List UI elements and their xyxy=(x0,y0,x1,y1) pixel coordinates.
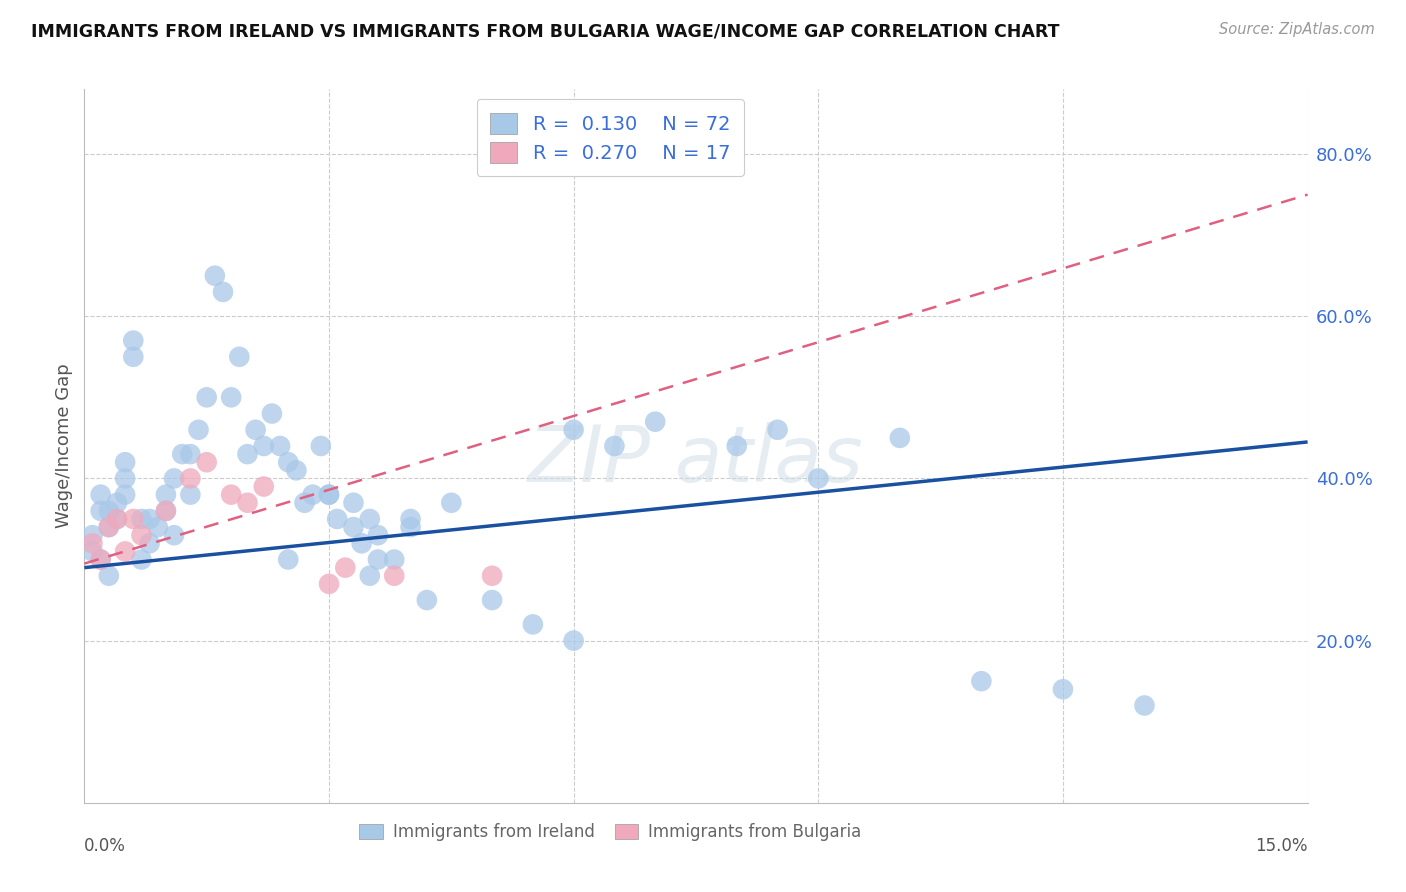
Point xyxy=(367,552,389,566)
Point xyxy=(122,334,145,348)
Point xyxy=(481,568,503,582)
Point xyxy=(440,496,463,510)
Point xyxy=(90,552,112,566)
Point xyxy=(105,496,128,510)
Legend: Immigrants from Ireland, Immigrants from Bulgaria: Immigrants from Ireland, Immigrants from… xyxy=(353,817,868,848)
Point xyxy=(766,423,789,437)
Point xyxy=(399,520,422,534)
Point xyxy=(97,520,120,534)
Point xyxy=(399,512,422,526)
Point xyxy=(359,512,381,526)
Point xyxy=(245,423,267,437)
Point xyxy=(236,496,259,510)
Point xyxy=(253,439,276,453)
Point xyxy=(163,528,186,542)
Point xyxy=(725,439,748,453)
Point xyxy=(367,528,389,542)
Point xyxy=(97,504,120,518)
Point xyxy=(131,552,153,566)
Text: ZIP atlas: ZIP atlas xyxy=(529,422,863,499)
Point xyxy=(318,488,340,502)
Point xyxy=(318,577,340,591)
Point xyxy=(105,512,128,526)
Point xyxy=(416,593,439,607)
Point xyxy=(114,488,136,502)
Point xyxy=(90,504,112,518)
Point xyxy=(253,479,276,493)
Point xyxy=(285,463,308,477)
Text: Source: ZipAtlas.com: Source: ZipAtlas.com xyxy=(1219,22,1375,37)
Point xyxy=(138,512,160,526)
Point xyxy=(562,423,585,437)
Point xyxy=(970,674,993,689)
Point xyxy=(269,439,291,453)
Point xyxy=(131,512,153,526)
Point xyxy=(122,350,145,364)
Point xyxy=(603,439,626,453)
Text: 0.0%: 0.0% xyxy=(84,837,127,855)
Point xyxy=(301,488,323,502)
Point xyxy=(382,552,405,566)
Point xyxy=(481,593,503,607)
Point xyxy=(114,455,136,469)
Point xyxy=(212,285,235,299)
Point xyxy=(350,536,373,550)
Point xyxy=(82,528,104,542)
Point xyxy=(359,568,381,582)
Point xyxy=(105,512,128,526)
Point xyxy=(1133,698,1156,713)
Point xyxy=(122,512,145,526)
Point xyxy=(97,520,120,534)
Point xyxy=(219,390,242,404)
Point xyxy=(187,423,209,437)
Text: 15.0%: 15.0% xyxy=(1256,837,1308,855)
Point xyxy=(335,560,357,574)
Point xyxy=(318,488,340,502)
Point xyxy=(155,504,177,518)
Point xyxy=(342,520,364,534)
Point xyxy=(342,496,364,510)
Point xyxy=(889,431,911,445)
Y-axis label: Wage/Income Gap: Wage/Income Gap xyxy=(55,364,73,528)
Point xyxy=(382,568,405,582)
Point xyxy=(155,488,177,502)
Point xyxy=(179,471,201,485)
Point xyxy=(294,496,316,510)
Point xyxy=(522,617,544,632)
Point xyxy=(807,471,830,485)
Point xyxy=(163,471,186,485)
Point xyxy=(146,520,169,534)
Point xyxy=(131,528,153,542)
Point xyxy=(644,415,666,429)
Point xyxy=(138,536,160,550)
Point xyxy=(179,447,201,461)
Point xyxy=(195,455,218,469)
Point xyxy=(228,350,250,364)
Point xyxy=(82,544,104,558)
Point xyxy=(90,488,112,502)
Point xyxy=(326,512,349,526)
Point xyxy=(195,390,218,404)
Point xyxy=(172,447,194,461)
Point xyxy=(309,439,332,453)
Point xyxy=(90,552,112,566)
Point xyxy=(114,471,136,485)
Point xyxy=(277,455,299,469)
Point xyxy=(204,268,226,283)
Point xyxy=(179,488,201,502)
Point xyxy=(155,504,177,518)
Point xyxy=(97,568,120,582)
Point xyxy=(82,536,104,550)
Point xyxy=(277,552,299,566)
Point xyxy=(260,407,283,421)
Point xyxy=(562,633,585,648)
Point xyxy=(1052,682,1074,697)
Point xyxy=(236,447,259,461)
Point xyxy=(114,544,136,558)
Point xyxy=(219,488,242,502)
Text: IMMIGRANTS FROM IRELAND VS IMMIGRANTS FROM BULGARIA WAGE/INCOME GAP CORRELATION : IMMIGRANTS FROM IRELAND VS IMMIGRANTS FR… xyxy=(31,22,1060,40)
